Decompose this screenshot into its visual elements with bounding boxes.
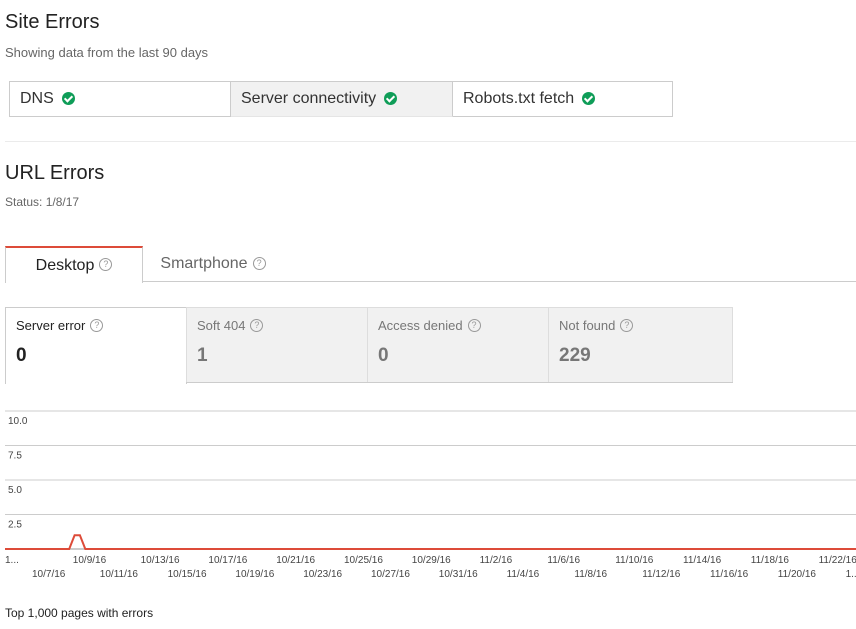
section-divider xyxy=(5,141,856,142)
y-tick-label: 5.0 xyxy=(8,485,22,496)
x-tick-label: 11/8/16 xyxy=(574,569,607,580)
metric-value: 1 xyxy=(197,345,208,367)
x-tick-label: 10/13/16 xyxy=(141,555,180,566)
y-tick-label: 2.5 xyxy=(8,520,22,531)
url-errors-status: Status: 1/8/17 xyxy=(5,195,80,209)
metric-server-error[interactable]: Server error? 0 xyxy=(5,307,187,384)
x-tick-label: 10/25/16 xyxy=(344,555,383,566)
x-tick-label: 10/29/16 xyxy=(412,555,451,566)
metric-access-denied[interactable]: Access denied? 0 xyxy=(367,307,549,383)
errors-line-chart: 10.0 7.5 5.0 2.5 1... 10/9/16 10/13/16 10/17/16… xyxy=(5,410,856,580)
series-line xyxy=(5,534,856,550)
y-tick-label: 7.5 xyxy=(8,451,22,462)
x-tick-label: 1... xyxy=(5,555,19,566)
help-icon[interactable]: ? xyxy=(620,319,634,333)
x-tick-label: 11/18/16 xyxy=(751,555,790,566)
x-tick-label: 10/7/16 xyxy=(32,569,66,580)
help-icon[interactable]: ? xyxy=(90,319,104,333)
check-icon xyxy=(384,91,398,105)
help-icon[interactable]: ? xyxy=(250,319,264,333)
x-tick-label: 11/6/16 xyxy=(547,555,580,566)
metric-soft-404[interactable]: Soft 404? 1 xyxy=(186,307,368,383)
x-tick-label: 11/14/16 xyxy=(683,555,722,566)
url-errors-title: URL Errors xyxy=(5,162,105,184)
tab-server-connectivity[interactable]: Server connectivity xyxy=(231,81,453,117)
tab-desktop-label: Desktop xyxy=(35,256,95,274)
site-errors-subtitle: Showing data from the last 90 days xyxy=(5,45,209,60)
site-error-tabs: DNS Server connectivity Robots.txt fetch xyxy=(9,81,673,117)
help-icon[interactable]: ? xyxy=(252,256,266,270)
tab-dns-label: DNS xyxy=(20,90,54,107)
x-tick-label: 10/21/16 xyxy=(276,555,315,566)
x-tick-label: 10/19/16 xyxy=(235,569,274,580)
help-icon[interactable]: ? xyxy=(467,319,481,333)
x-tick-label: 10/9/16 xyxy=(73,555,107,566)
x-tick-label: 11/10/16 xyxy=(615,555,654,566)
metric-not-found[interactable]: Not found? 229 xyxy=(548,307,733,383)
x-tick-label: 10/15/16 xyxy=(168,569,207,580)
tab-robots-fetch[interactable]: Robots.txt fetch xyxy=(453,81,673,117)
x-tick-label: 11/2/16 xyxy=(480,555,513,566)
x-tick-label: 11/12/16 xyxy=(642,569,681,580)
footer-text: Top 1,000 pages with errors xyxy=(5,606,154,620)
site-errors-title: Site Errors xyxy=(5,11,100,33)
x-tick-label: 1... xyxy=(846,569,856,580)
tab-smartphone[interactable]: Smartphone ? xyxy=(143,246,283,282)
x-tick-label: 11/16/16 xyxy=(710,569,749,580)
tab-robots-fetch-label: Robots.txt fetch xyxy=(463,90,575,107)
x-tick-label: 11/22/16 xyxy=(819,555,856,566)
check-icon xyxy=(61,91,75,105)
x-tick-label: 11/4/16 xyxy=(507,569,540,580)
x-tick-label: 10/27/16 xyxy=(371,569,410,580)
help-icon[interactable]: ? xyxy=(99,258,113,271)
x-tick-label: 11/20/16 xyxy=(778,569,817,580)
tab-desktop[interactable]: Desktop ? xyxy=(5,246,143,283)
metric-label: Soft 404 xyxy=(197,318,246,333)
x-tick-label: 10/31/16 xyxy=(439,569,478,580)
tab-server-connectivity-label: Server connectivity xyxy=(241,90,377,107)
x-tick-label: 10/11/16 xyxy=(100,569,139,580)
metric-value: 0 xyxy=(378,345,389,367)
check-icon xyxy=(582,91,596,105)
metric-label: Access denied xyxy=(378,318,463,333)
tab-dns[interactable]: DNS xyxy=(9,81,231,117)
metric-label: Server error xyxy=(16,318,86,333)
metric-value: 229 xyxy=(559,345,591,367)
x-tick-label: 10/23/16 xyxy=(303,569,342,580)
metric-label: Not found xyxy=(559,318,616,333)
tab-smartphone-label: Smartphone xyxy=(160,255,248,272)
y-tick-label: 10.0 xyxy=(8,416,28,427)
x-tick-label: 10/17/16 xyxy=(208,555,247,566)
metrics-baseline xyxy=(186,382,733,383)
device-tabs: Desktop ? Smartphone ? xyxy=(5,246,856,283)
metric-value: 0 xyxy=(16,345,27,367)
